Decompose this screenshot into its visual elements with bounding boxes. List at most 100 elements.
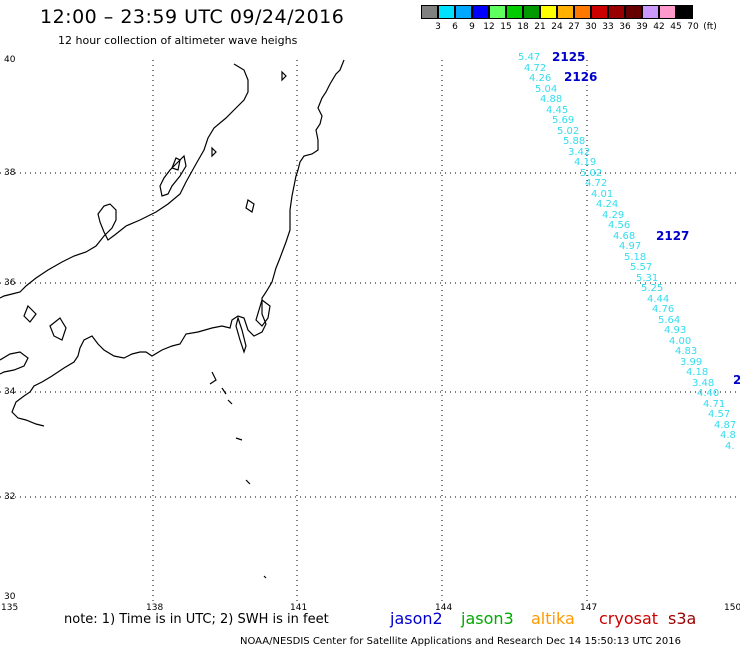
lat-label: 32 (4, 492, 16, 502)
awaji-island (23, 304, 37, 323)
legend-label: 39 (636, 22, 648, 32)
izu-peninsula (235, 315, 247, 354)
wave-height-value: 4. (725, 441, 735, 452)
wave-height-value: 4.18 (686, 367, 709, 378)
lon-label: 147 (580, 603, 598, 613)
wave-height-value: 4.45 (546, 105, 569, 116)
legend-label: 27 (568, 22, 580, 32)
wave-height-value: 4.72 (524, 63, 547, 74)
island-north (281, 70, 287, 82)
legend-swatch (642, 5, 659, 19)
legend-label: 36 (619, 22, 631, 32)
map-subtitle: 12 hour collection of altimeter wave hei… (58, 34, 298, 47)
legend-label: 3 (435, 22, 441, 32)
legend-swatch (421, 5, 438, 19)
mission-jason2: jason2 (390, 609, 443, 628)
legend-label: 30 (585, 22, 597, 32)
legend-label: 6 (452, 22, 458, 32)
lon-label: 138 (146, 603, 164, 613)
wave-height-value: 4.19 (574, 157, 597, 168)
wave-height-value: 4.97 (619, 241, 642, 252)
legend-label: 42 (653, 22, 665, 32)
wave-height-value: 4.88 (540, 94, 563, 105)
lon-label: 141 (290, 603, 308, 613)
wave-height-value: 5.57 (630, 262, 653, 273)
wave-height-value: 4.8 (720, 430, 736, 441)
lon-label: 144 (435, 603, 453, 613)
wave-height-value: 5.47 (518, 52, 541, 63)
legend-swatch (438, 5, 455, 19)
wave-height-value: 5.88 (563, 136, 586, 147)
lon-label: 150 (724, 603, 740, 613)
mission-cryosat: cryosat (599, 609, 658, 628)
legend-swatch (676, 5, 693, 19)
legend-label: 70 (687, 22, 699, 32)
pass-number: 2127 (656, 229, 690, 243)
lat-label: 40 (4, 55, 16, 65)
wave-height-value: 4.01 (591, 189, 614, 200)
wave-height-value: 5.02 (557, 126, 580, 137)
mission-jason3: jason3 (461, 609, 514, 628)
boso-peninsula (255, 299, 271, 327)
wave-height-value: 3.42 (568, 147, 591, 158)
wave-height-value: 4.57 (708, 409, 731, 420)
credit-line: NOAA/NESDIS Center for Satellite Applica… (240, 636, 682, 647)
legend-swatch (557, 5, 574, 19)
legend-swatch (506, 5, 523, 19)
wave-height-value: 4.93 (664, 325, 687, 336)
wave-height-value: 3.48 (692, 378, 715, 389)
small-islands (209, 371, 267, 579)
pass-number: 2125 (552, 50, 586, 64)
coastline (0, 59, 345, 579)
lake-biwa (245, 199, 255, 213)
wave-height-value: 4.24 (596, 199, 619, 210)
mission-altika: altika (531, 609, 575, 628)
legend-swatch (455, 5, 472, 19)
lat-label: 30 (4, 592, 16, 602)
shikoku-coast (0, 351, 29, 375)
lat-label: 34 (4, 387, 16, 397)
wave-height-value: 4.76 (652, 304, 675, 315)
legend-swatch (574, 5, 591, 19)
japan-sea-coast (0, 63, 249, 299)
legend-label: 45 (670, 22, 682, 32)
lat-label: 38 (4, 168, 16, 178)
legend-label: 21 (534, 22, 546, 32)
legend-label: 15 (500, 22, 512, 32)
wave-height-value: 4.71 (703, 399, 726, 410)
color-legend (421, 5, 693, 19)
wave-height-value: 5.02 (580, 168, 603, 179)
legend-label: 24 (551, 22, 563, 32)
map-title: 12:00 – 23:59 UTC 09/24/2016 (40, 6, 345, 28)
legend-label: 9 (469, 22, 475, 32)
legend-label: 12 (483, 22, 495, 32)
wave-height-value: 4.68 (613, 231, 636, 242)
wave-height-value: 3.99 (680, 357, 703, 368)
wave-height-value: 4.40 (697, 388, 720, 399)
pass-number: 2 (733, 373, 740, 387)
legend-label: 18 (517, 22, 529, 32)
mission-s3a-label: s3a (668, 609, 697, 628)
legend-swatch (625, 5, 642, 19)
legend-swatch (591, 5, 608, 19)
legend-swatch (659, 5, 676, 19)
wave-height-value: 4.87 (714, 420, 737, 431)
grid-lines (0, 60, 740, 605)
wave-height-value: 5.64 (658, 315, 681, 326)
kii-coast (49, 317, 67, 341)
sado-island (171, 157, 181, 171)
legend-swatch (540, 5, 557, 19)
legend-swatch (489, 5, 506, 19)
mission-altika-label: altika (531, 609, 575, 628)
legend-swatch (608, 5, 625, 19)
wave-height-value: 5.31 (636, 273, 659, 284)
lat-label: 36 (4, 278, 16, 288)
mission-s3a: s3a (668, 609, 696, 628)
lon-label: 135 (1, 603, 19, 613)
wave-height-value: 5.18 (624, 252, 647, 263)
honshu-west-coast (11, 59, 345, 427)
pass-number: 2126 (564, 70, 598, 84)
legend-label: 33 (602, 22, 614, 32)
wave-height-value: 4.29 (602, 210, 625, 221)
